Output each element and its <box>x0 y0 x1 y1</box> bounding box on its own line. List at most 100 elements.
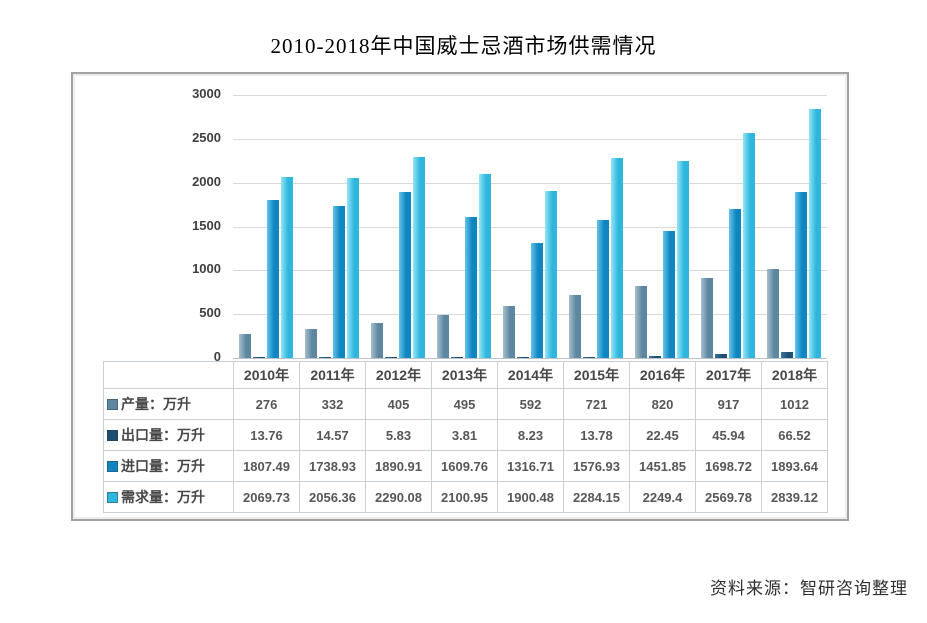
bar-production <box>437 314 449 358</box>
y-axis-tick-label: 1500 <box>192 217 221 233</box>
bar-production <box>767 269 779 358</box>
year-header-cell: 2015年 <box>563 361 630 389</box>
value-cell: 66.52 <box>761 419 828 451</box>
value-cell: 1807.49 <box>233 450 300 482</box>
bar-demand <box>479 173 491 358</box>
data-table: 2010年 2011年 2012年 2013年 2014年 2015年 2016年 2017年… <box>103 361 828 513</box>
year-header-cell: 2014年 <box>497 361 564 389</box>
y-axis-tick-label: 2000 <box>192 173 221 189</box>
value-cell: 45.94 <box>695 419 762 451</box>
value-cell: 22.45 <box>629 419 696 451</box>
value-cell: 405 <box>365 388 432 420</box>
year-header-cell: 2018年 <box>761 361 828 389</box>
value-cell: 13.78 <box>563 419 630 451</box>
bar-import <box>333 205 345 358</box>
bar-demand <box>413 157 425 358</box>
series-name-label: 进口量：万升 <box>121 458 205 474</box>
bar-production <box>701 277 713 358</box>
value-cell: 2284.15 <box>563 481 630 513</box>
series-row-import: 进口量：万升 1807.49 1738.93 1890.91 1609.76 1316.7… <box>103 450 828 482</box>
y-axis-tick-label: 1000 <box>192 261 221 277</box>
bar-export <box>319 356 331 358</box>
series-name-label: 出口量：万升 <box>121 427 205 443</box>
gridline <box>233 314 827 316</box>
bar-export <box>517 357 529 358</box>
bar-production <box>569 294 581 358</box>
value-cell: 2839.12 <box>761 481 828 513</box>
value-cell: 917 <box>695 388 762 420</box>
bar-import <box>531 242 543 358</box>
bar-import <box>663 230 675 358</box>
value-cell: 1890.91 <box>365 450 432 482</box>
gridline <box>233 95 827 96</box>
year-header-cell: 2011年 <box>299 361 366 389</box>
value-cell: 1012 <box>761 388 828 420</box>
bar-production <box>503 306 515 358</box>
series-label-cell: 需求量：万升 <box>103 481 234 513</box>
table-header-row: 2010年 2011年 2012年 2013年 2014年 2015年 2016年 2017年… <box>103 361 828 389</box>
series-row-demand: 需求量：万升 2069.73 2056.36 2290.08 2100.95 1900.4… <box>103 481 828 513</box>
value-cell: 1609.76 <box>431 450 498 482</box>
bar-group-2011年 <box>299 95 365 358</box>
bar-export <box>583 356 595 358</box>
year-header-cell: 2017年 <box>695 361 762 389</box>
bar-group-2016年 <box>629 95 695 358</box>
series-row-export: 出口量：万升 13.76 14.57 5.83 3.81 8.23 13.78 22.45 45… <box>103 419 828 451</box>
bar-export <box>385 357 397 358</box>
bar-production <box>305 328 317 358</box>
value-cell: 1576.93 <box>563 450 630 482</box>
value-cell: 1900.48 <box>497 481 564 513</box>
bar-demand <box>809 109 821 358</box>
value-cell: 8.23 <box>497 419 564 451</box>
bar-demand <box>611 157 623 358</box>
legend-swatch-icon <box>107 492 118 503</box>
bar-group-2012年 <box>365 95 431 358</box>
bar-demand <box>677 160 689 358</box>
bar-group-2010年 <box>233 95 299 358</box>
year-header-cell: 2012年 <box>365 361 432 389</box>
legend-swatch-icon <box>107 399 118 410</box>
legend-swatch-icon <box>107 461 118 472</box>
series-name-label: 产量：万升 <box>121 396 191 412</box>
value-cell: 2249.4 <box>629 481 696 513</box>
value-cell: 276 <box>233 388 300 420</box>
value-cell: 2569.78 <box>695 481 762 513</box>
series-row-production: 产量：万升 276 332 405 495 592 721 820 917 1012 <box>103 388 828 420</box>
bar-import <box>729 209 741 358</box>
value-cell: 721 <box>563 388 630 420</box>
y-axis-tick-label: 2500 <box>192 129 221 145</box>
value-cell: 1451.85 <box>629 450 696 482</box>
bar-demand <box>545 191 557 358</box>
bar-group-2013年 <box>431 95 497 358</box>
value-cell: 2056.36 <box>299 481 366 513</box>
bar-import <box>399 192 411 358</box>
value-cell: 2069.73 <box>233 481 300 513</box>
value-cell: 2100.95 <box>431 481 498 513</box>
bar-group-2014年 <box>497 95 563 358</box>
bar-production <box>635 286 647 358</box>
table-head: 2010年 2011年 2012年 2013年 2014年 2015年 2016年 2017年… <box>103 361 828 389</box>
bar-export <box>451 357 463 358</box>
bar-export <box>253 356 265 358</box>
value-cell: 2290.08 <box>365 481 432 513</box>
value-cell: 495 <box>431 388 498 420</box>
gridline <box>233 226 827 228</box>
year-header-cell: 2010年 <box>233 361 300 389</box>
value-cell: 592 <box>497 388 564 420</box>
bar-export <box>649 356 661 358</box>
y-axis-tick-label: 0 <box>213 349 221 364</box>
blank-corner-cell <box>103 361 234 389</box>
bar-group-2015年 <box>563 95 629 358</box>
value-cell: 1893.64 <box>761 450 828 482</box>
series-name-label: 需求量：万升 <box>121 489 205 505</box>
bar-demand <box>347 177 359 358</box>
gridline <box>233 270 827 272</box>
legend-swatch-icon <box>107 430 118 441</box>
bar-export <box>715 353 727 358</box>
source-note: 资料来源：智研咨询整理 <box>710 579 908 598</box>
table-body: 产量：万升 276 332 405 495 592 721 820 917 1012 出口量：万升 1… <box>103 388 828 513</box>
chart-title: 2010-2018年中国威士忌酒市场供需情况 <box>270 34 657 58</box>
bar-demand <box>281 176 293 358</box>
y-axis-tick-label: 3000 <box>192 86 221 101</box>
